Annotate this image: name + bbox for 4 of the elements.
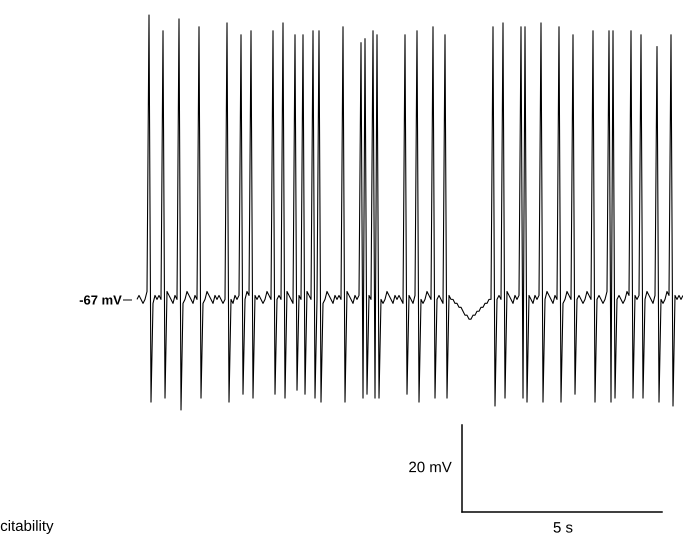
- text: 5 s: [554, 522, 572, 533]
- text: -67 mV: [80, 295, 122, 305]
- text: 20 mV: [409, 462, 452, 472]
- text: citability: [0, 520, 54, 534]
